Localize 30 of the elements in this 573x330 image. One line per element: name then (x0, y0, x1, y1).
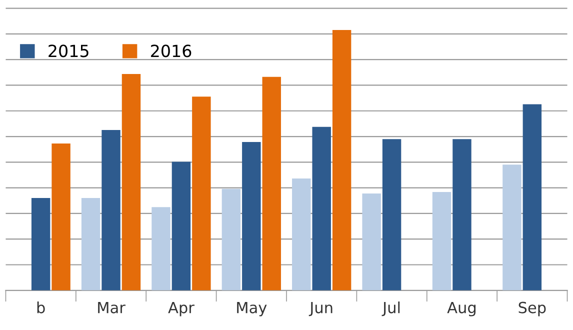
bar (452, 139, 472, 290)
bar (292, 178, 311, 290)
bar (52, 144, 70, 290)
bar (332, 30, 352, 290)
bar (502, 164, 522, 290)
bar (172, 162, 191, 290)
bar (102, 130, 120, 290)
x-tick-label: Aug (447, 302, 476, 316)
bar (362, 194, 381, 290)
bar (31, 198, 50, 290)
bar (122, 74, 141, 290)
bar (312, 126, 331, 290)
bar (432, 192, 452, 290)
bar (382, 139, 402, 290)
x-tick-label: Mar (98, 302, 126, 314)
x-tick-label: Jun (308, 302, 332, 316)
bar (81, 198, 100, 290)
bar (262, 76, 281, 290)
bar (192, 96, 211, 290)
legend-label: 2015 (48, 44, 88, 58)
x-tick-label: May (237, 302, 267, 316)
legend-label: 2016 (151, 44, 192, 58)
x-tick-label: Apr (168, 302, 194, 316)
bar (152, 207, 170, 290)
x-tick-label: Sep (518, 302, 546, 316)
bar (522, 104, 542, 290)
x-tick-label: Jul (382, 302, 400, 316)
x-tick-label: b (37, 302, 45, 314)
bar (222, 188, 241, 290)
bar (242, 142, 261, 290)
